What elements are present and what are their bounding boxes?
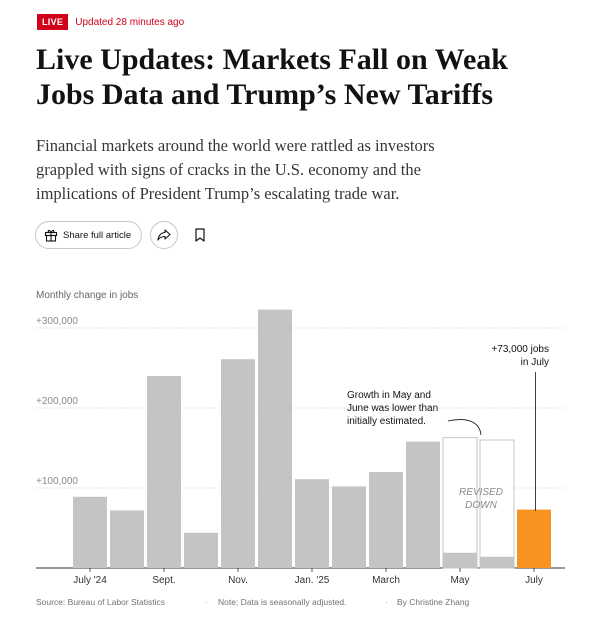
share-label: Share full article: [63, 229, 132, 241]
x-tick-label: Sept.: [152, 575, 175, 586]
growth-annotation-line-1: Growth in May and: [347, 390, 431, 401]
x-tick-label: Nov.: [228, 575, 248, 586]
bar: [443, 552, 477, 568]
share-arrow-icon: [157, 229, 171, 241]
headline-line-2: Jobs Data and Trump’s New Tariffs: [36, 78, 494, 111]
jobs-chart: +100,000 +200,000 +300,000 July '24 Sept. Nov…: [0, 270, 601, 630]
revised-label-line-2: DOWN: [465, 500, 497, 511]
chart-source-separator-1: ·: [205, 597, 208, 607]
bar: [110, 510, 144, 568]
article-actions: Share full article: [35, 221, 215, 249]
bar: [73, 496, 107, 568]
updated-timestamp: Updated 28 minutes ago: [75, 16, 185, 28]
bookmark-icon: [195, 228, 205, 242]
chart-credit: By Christine Zhang: [397, 597, 470, 607]
summary-line-1: Financial markets around the world were …: [36, 136, 435, 155]
live-status-row: LIVE Updated 28 minutes ago: [37, 14, 184, 30]
chart-source: Source: Bureau of Labor Statistics: [36, 597, 165, 607]
july-annotation-line-1: +73,000 jobs: [491, 344, 549, 355]
bar: [517, 509, 551, 568]
share-full-article-button[interactable]: Share full article: [35, 221, 143, 249]
x-tick-label: March: [372, 575, 400, 586]
live-badge: LIVE: [37, 14, 69, 30]
chart-title: Monthly change in jobs: [36, 290, 138, 301]
chart-note: Note: Data is seasonally adjusted.: [218, 597, 347, 607]
bar: [258, 309, 292, 568]
article-summary: Financial markets around the world were …: [36, 134, 556, 206]
chart-source-separator-2: ·: [385, 597, 388, 607]
bar: [406, 441, 440, 568]
revised-label-line-1: REVISED: [459, 487, 503, 498]
summary-line-3: implications of President Trump’s escala…: [36, 184, 400, 203]
x-tick-label: Jan. '25: [295, 575, 330, 586]
y-tick-label: +300,000: [36, 316, 78, 327]
bar: [184, 532, 218, 568]
bar: [480, 556, 514, 568]
headline-line-1: Live Updates: Markets Fall on Weak: [36, 43, 508, 76]
bar: [295, 479, 329, 568]
initial-estimate-bar: [479, 439, 515, 569]
page-title: Live Updates: Markets Fall on Weak Jobs …: [36, 42, 576, 112]
gift-icon: [44, 229, 58, 242]
growth-annotation-line-2: June was lower than: [347, 403, 438, 414]
x-tick-label: May: [451, 575, 470, 586]
bar: [332, 486, 366, 568]
y-tick-label: +200,000: [36, 396, 78, 407]
bar: [147, 376, 181, 568]
initial-estimate-bar: [442, 437, 478, 569]
growth-annotation-line-3: initially estimated.: [347, 416, 426, 427]
x-tick-label: July: [525, 575, 543, 586]
july-annotation-line-2: in July: [521, 357, 549, 368]
jobs-bar-chart: +100,000 +200,000 +300,000 July '24 Sept. Nov…: [36, 290, 565, 607]
summary-line-2: grappled with signs of cracks in the U.S…: [36, 160, 421, 179]
x-tick-label: July '24: [73, 575, 107, 586]
save-button[interactable]: [186, 221, 215, 249]
share-button[interactable]: [150, 221, 179, 249]
y-tick-label: +100,000: [36, 476, 78, 487]
growth-annotation-connector: [447, 419, 482, 436]
bar: [221, 359, 255, 568]
bar: [369, 472, 403, 568]
